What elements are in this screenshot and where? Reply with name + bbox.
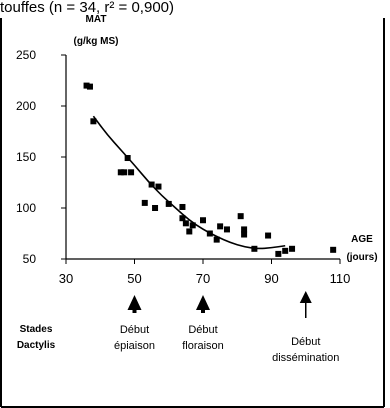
x-axis-title: AGE <box>351 234 373 245</box>
data-point <box>186 228 193 235</box>
stage-label-line1: Début <box>120 324 149 336</box>
data-point <box>182 220 189 227</box>
y-ticks: 50 100 150 200 250 <box>16 48 66 266</box>
stage-label-line2: épiaison <box>114 340 155 352</box>
stages-title-line2: Dactylis <box>17 340 56 351</box>
data-point <box>206 230 213 237</box>
stages-title-line1: Stades <box>20 324 53 335</box>
data-point <box>128 169 135 176</box>
data-point <box>155 183 162 190</box>
data-point <box>141 199 148 206</box>
data-point <box>86 83 93 90</box>
data-point <box>90 118 97 125</box>
stage-label-line1: Début <box>188 324 217 336</box>
data-point <box>289 245 296 252</box>
y-tick-label: 150 <box>16 150 36 164</box>
data-point <box>223 226 230 233</box>
data-point <box>213 236 220 243</box>
data-point <box>330 246 337 253</box>
x-tick-label: 30 <box>59 271 73 286</box>
x-axis-unit: (jours) <box>346 252 377 263</box>
stage-markers: Début épiaison Début floraison Début dissémin… <box>114 291 339 364</box>
data-point <box>275 250 282 257</box>
data-point <box>265 232 272 239</box>
stage-marker-stem <box>201 308 205 313</box>
x-tick-label: 50 <box>127 271 141 286</box>
stage-triangle-marker <box>127 295 142 310</box>
trend-curve <box>92 115 286 250</box>
y-tick-label: 250 <box>16 48 36 62</box>
x-tick-label: 70 <box>196 271 210 286</box>
y-tick-label: 100 <box>16 201 36 215</box>
data-point <box>241 231 248 238</box>
y-tick-label: 50 <box>23 252 37 266</box>
stage-label-line2: floraison <box>182 340 224 352</box>
data-point <box>117 169 124 176</box>
stage-arrow-head <box>299 291 312 303</box>
y-tick-label: 200 <box>16 99 36 113</box>
data-points <box>83 82 337 257</box>
y-axis-unit: (g/kg MS) <box>74 36 119 47</box>
data-point <box>217 223 224 230</box>
data-point <box>121 169 128 176</box>
data-point <box>179 215 186 222</box>
x-tick-label: 90 <box>264 271 278 286</box>
x-tick-label: 110 <box>330 271 351 286</box>
stage-label-line2: dissémination <box>272 352 339 364</box>
data-point <box>282 247 289 254</box>
data-point <box>200 217 206 224</box>
data-point <box>179 203 186 210</box>
y-axis-title: MAT <box>86 14 107 25</box>
data-point <box>241 226 248 233</box>
x-ticks: 30 50 70 90 110 <box>59 259 351 286</box>
caption-fragment: touffes (n = 34, r² = 0,900) <box>0 0 174 16</box>
data-point <box>152 205 159 211</box>
data-point <box>148 181 155 188</box>
data-point <box>237 213 244 220</box>
stage-triangle-marker <box>196 295 210 310</box>
stage-marker-stem <box>132 308 137 313</box>
data-point <box>124 155 131 162</box>
stage-label-line1: Début <box>291 336 320 348</box>
data-point <box>83 82 90 89</box>
data-point <box>251 245 258 252</box>
data-point <box>189 222 196 229</box>
data-point <box>165 200 172 207</box>
